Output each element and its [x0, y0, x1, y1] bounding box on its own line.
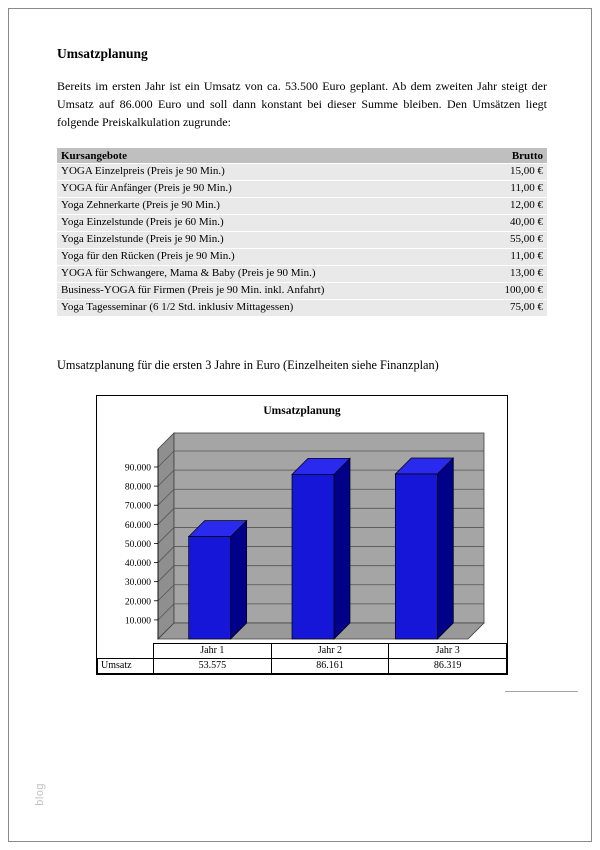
kurs-cell: YOGA für Anfänger (Preis je 90 Min.) [57, 180, 476, 197]
chart-data-table-body: Jahr 1 Jahr 2 Jahr 3 Umsatz 53.575 86.161 86.3… [97, 643, 507, 674]
watermark: blog [34, 783, 46, 806]
category-cell: Jahr 2 [270, 643, 390, 659]
gridline-wall [157, 450, 175, 468]
kurs-cell: Yoga Tagesseminar (6 1/2 Std. inklusiv M… [57, 299, 476, 316]
brutto-cell: 75,00 € [475, 299, 547, 316]
document-page: Umsatzplanung Bereits im ersten Jahr ist… [57, 46, 547, 675]
series-label-cell: Umsatz [97, 658, 154, 674]
gridline-wall [157, 584, 175, 602]
pricing-header-kurs: Kursangebote [57, 148, 476, 163]
brutto-cell: 55,00 € [475, 231, 547, 248]
bar-side [333, 457, 351, 640]
table-row: Yoga Zehnerkarte (Preis je 90 Min.) 12,00… [57, 197, 547, 214]
bar [188, 536, 232, 640]
kurs-cell: Business-YOGA für Firmen (Preis je 90 Mi… [57, 282, 476, 299]
value-cell: 86.161 [270, 658, 390, 674]
y-tick-label: 50.000 [125, 540, 151, 550]
y-tick-label: 60.000 [125, 521, 151, 531]
table-row: Yoga Einzelstunde (Preis je 60 Min.) 40,0… [57, 214, 547, 231]
table-row: YOGA für Schwangere, Mama & Baby (Preis … [57, 265, 547, 282]
pricing-header-brutto: Brutto [475, 148, 547, 163]
brutto-cell: 100,00 € [475, 282, 547, 299]
gridline-wall [157, 508, 175, 525]
pricing-header-row: Kursangebote Brutto [57, 148, 547, 163]
kurs-cell: Yoga Einzelstunde (Preis je 90 Min.) [57, 231, 476, 248]
chart-title: Umsatzplanung [263, 405, 341, 417]
y-tick-label: 80.000 [125, 483, 151, 493]
category-row: Jahr 1 Jahr 2 Jahr 3 [97, 643, 507, 659]
blank-cell [97, 643, 154, 659]
y-tick-label: 40.000 [125, 559, 151, 569]
y-tick-label: 70.000 [125, 502, 151, 512]
table-row: YOGA Einzelpreis (Preis je 90 Min.) 15,00… [57, 163, 547, 180]
gridline-wall [157, 527, 175, 544]
kurs-cell: Yoga für den Rücken (Preis je 90 Min.) [57, 248, 476, 265]
kurs-cell: YOGA Einzelpreis (Preis je 90 Min.) [57, 163, 476, 180]
chart-caption: Umsatzplanung für die ersten 3 Jahre in … [57, 358, 439, 372]
table-row: YOGA für Anfänger (Preis je 90 Min.) 11,0… [57, 180, 547, 197]
category-cell: Jahr 3 [388, 643, 507, 659]
kurs-cell: Yoga Einzelstunde (Preis je 60 Min.) [57, 214, 476, 231]
table-row: Yoga Einzelstunde (Preis je 90 Min.) 55,0… [57, 231, 547, 248]
gridline-wall [157, 546, 175, 563]
y-tick-label: 90.000 [125, 464, 151, 474]
gridline-wall [157, 603, 175, 621]
brutto-cell: 11,00 € [475, 180, 547, 197]
chart-plot: 90.000 80.000 70.000 60.000 50.000 40.000 30.0… [125, 432, 485, 640]
intro-paragraph: Bereits im ersten Jahr ist ein Umsatz vo… [57, 79, 547, 129]
divider-line [505, 691, 578, 692]
table-row: Yoga Tagesseminar (6 1/2 Std. inklusiv M… [57, 299, 547, 316]
table-row: Business-YOGA für Firmen (Preis je 90 Mi… [57, 282, 547, 299]
brutto-cell: 11,00 € [475, 248, 547, 265]
brutto-cell: 12,00 € [475, 197, 547, 214]
page-title: Umsatzplanung [57, 46, 148, 61]
bar [291, 473, 335, 640]
gridline-wall [157, 469, 175, 487]
chart-frame: Umsatzplanung 90.000 80.000 70.000 60.000 50… [96, 395, 508, 675]
chart-data-table: Jahr 1 Jahr 2 Jahr 3 Umsatz 53.575 86.161 86.3… [97, 643, 507, 674]
brutto-cell: 40,00 € [475, 214, 547, 231]
y-tick-label: 10.000 [125, 616, 151, 626]
y-tick-label: 30.000 [125, 578, 151, 588]
y-tick-label: 20.000 [125, 597, 151, 607]
bar-side [436, 457, 454, 640]
gridline-wall [157, 488, 175, 506]
value-cell: 86.319 [388, 658, 507, 674]
kurs-cell: YOGA für Schwangere, Mama & Baby (Preis … [57, 265, 476, 282]
brutto-cell: 15,00 € [475, 163, 547, 180]
bar [394, 473, 438, 640]
gridline-wall [157, 565, 175, 582]
table-row: Yoga für den Rücken (Preis je 90 Min.) 11… [57, 248, 547, 265]
kurs-cell: Yoga Zehnerkarte (Preis je 90 Min.) [57, 197, 476, 214]
pricing-table: Kursangebote Brutto YOGA Einzelpreis (Pr… [57, 148, 547, 316]
category-cell: Jahr 1 [153, 643, 272, 659]
bar-side [230, 519, 248, 640]
pricing-table-body: YOGA Einzelpreis (Preis je 90 Min.) 15,00… [57, 163, 547, 316]
brutto-cell: 13,00 € [475, 265, 547, 282]
value-cell: 53.575 [153, 658, 272, 674]
value-row: Umsatz 53.575 86.161 86.319 [97, 658, 507, 674]
